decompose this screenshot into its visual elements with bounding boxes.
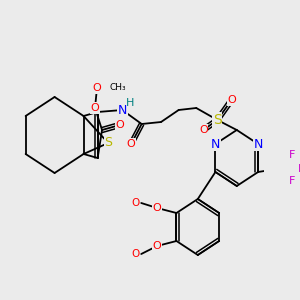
Text: O: O [131,249,140,259]
Text: S: S [213,113,222,127]
Text: CH₃: CH₃ [109,83,126,92]
Text: O: O [153,241,161,251]
Text: F: F [289,176,296,186]
Text: O: O [131,198,140,208]
Text: H: H [126,98,134,108]
Text: F: F [289,150,296,160]
Text: O: O [91,103,99,113]
Text: N: N [211,137,220,151]
Text: O: O [127,139,136,149]
Text: O: O [199,125,208,135]
Text: N: N [254,137,263,151]
Text: F: F [298,164,300,174]
Text: O: O [153,203,161,213]
Text: O: O [227,95,236,105]
Text: O: O [115,120,124,130]
Text: S: S [104,136,112,149]
Text: N: N [118,103,127,116]
Text: O: O [92,83,101,93]
